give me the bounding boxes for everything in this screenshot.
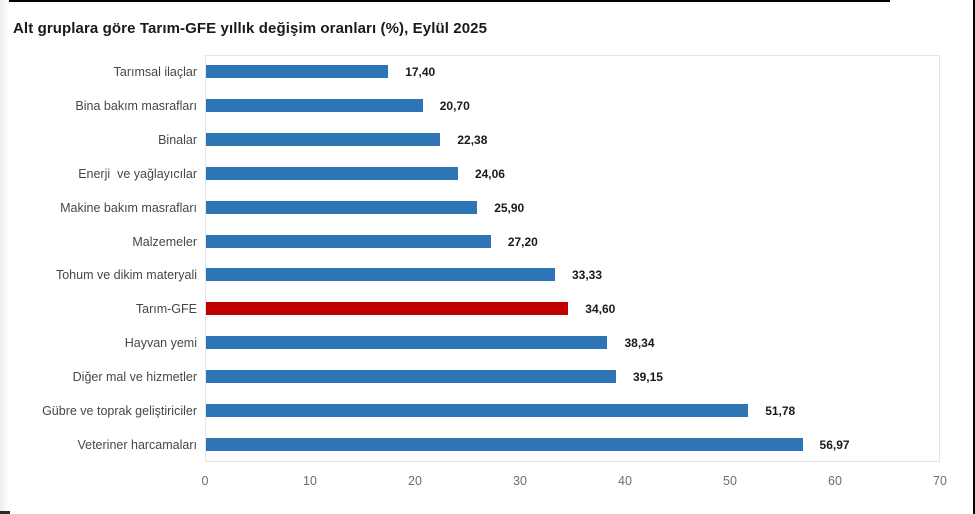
x-axis: 0 10 20 30 40 50 60 70 <box>201 462 947 498</box>
value-label: 22,38 <box>457 132 488 147</box>
bar <box>206 438 803 452</box>
value-label: 20,70 <box>439 98 470 113</box>
bar-rows: Tarımsal ilaçlar 17,40 Bina bakım masrafla… <box>0 55 975 462</box>
bar-track: 27,20 <box>206 225 939 259</box>
category-label: Veteriner harcamaları <box>77 438 197 453</box>
bar-track: 39,15 <box>206 360 939 394</box>
bar-row: Makine bakım masrafları 25,90 <box>0 191 975 225</box>
bar <box>206 370 616 384</box>
category-label: Bina bakım masrafları <box>75 98 197 113</box>
bar-row: Diğer mal ve hizmetler 39,15 <box>0 360 975 394</box>
category-label: Tarım-GFE <box>135 302 197 317</box>
bar <box>206 64 389 78</box>
value-label: 56,97 <box>819 438 850 453</box>
bar-row: Bina bakım masrafları 20,70 <box>0 89 975 123</box>
category-label: Makine bakım masrafları <box>60 200 197 215</box>
bar-track: 56,97 <box>206 428 939 462</box>
value-label: 51,78 <box>765 404 796 419</box>
bar <box>206 336 608 350</box>
value-label: 33,33 <box>572 268 603 283</box>
bar-row: Malzemeler 27,20 <box>0 225 975 259</box>
bar-row: Tohum ve dikim materyali 33,33 <box>0 258 975 292</box>
bar <box>206 200 478 214</box>
value-label: 17,40 <box>405 64 436 79</box>
bar-row: Enerji ve yağlayıcılar 24,06 <box>0 157 975 191</box>
bar <box>206 166 458 180</box>
screenshot-border-right <box>973 0 975 514</box>
bar-track: 33,33 <box>206 258 939 292</box>
category-label: Binalar <box>158 132 197 147</box>
bar-row: Binalar 22,38 <box>0 123 975 157</box>
bar-row: Veteriner harcamaları 56,97 <box>0 428 975 462</box>
bar-row: Tarım-GFE 34,60 <box>0 292 975 326</box>
chart-title: Alt gruplara göre Tarım-GFE yıllık değiş… <box>13 20 488 37</box>
bar-track: 24,06 <box>206 157 939 191</box>
bar-track: 25,90 <box>206 191 939 225</box>
bar-row: Hayvan yemi 38,34 <box>0 326 975 360</box>
category-label: Diğer mal ve hizmetler <box>72 370 197 385</box>
plot-area <box>205 55 940 462</box>
value-label: 25,90 <box>494 200 525 215</box>
value-label: 39,15 <box>632 370 663 385</box>
screenshot-border-top <box>0 0 890 2</box>
value-label: 24,06 <box>474 166 505 181</box>
x-tick-label: 20 <box>408 474 422 488</box>
x-tick-label: 60 <box>828 474 842 488</box>
bar <box>206 98 423 112</box>
x-tick-label: 30 <box>513 474 527 488</box>
x-tick-label: 10 <box>303 474 317 488</box>
category-label: Malzemeler <box>132 234 197 249</box>
bar-row: Tarımsal ilaçlar 17,40 <box>0 55 975 89</box>
bar <box>206 234 491 248</box>
x-tick-label: 40 <box>618 474 632 488</box>
bar-track: 20,70 <box>206 89 939 123</box>
bar <box>206 268 555 282</box>
bar-track: 38,34 <box>206 326 939 360</box>
value-label: 34,60 <box>585 302 616 317</box>
value-label: 38,34 <box>624 336 655 351</box>
x-tick-label: 0 <box>201 474 209 488</box>
bar <box>206 404 749 418</box>
bar <box>206 132 441 146</box>
bar-track: 34,60 <box>206 292 939 326</box>
x-tick-label: 50 <box>723 474 737 488</box>
bar-track: 17,40 <box>206 55 939 89</box>
category-label: Tarımsal ilaçlar <box>113 64 197 79</box>
category-label: Gübre ve toprak geliştiriciler <box>42 404 197 419</box>
category-label: Enerji ve yağlayıcılar <box>78 166 197 181</box>
screenshot-left-shadow <box>0 0 9 514</box>
x-tick-label: 70 <box>933 474 947 488</box>
category-label: Tohum ve dikim materyali <box>55 268 197 283</box>
bar-track: 51,78 <box>206 394 939 428</box>
bar-row: Gübre ve toprak geliştiriciler 51,78 <box>0 394 975 428</box>
category-label: Hayvan yemi <box>124 336 197 351</box>
highlight-bar <box>206 302 569 316</box>
bar-track: 22,38 <box>206 123 939 157</box>
screenshot-border-bottom-left <box>0 511 10 514</box>
value-label: 27,20 <box>507 234 538 249</box>
